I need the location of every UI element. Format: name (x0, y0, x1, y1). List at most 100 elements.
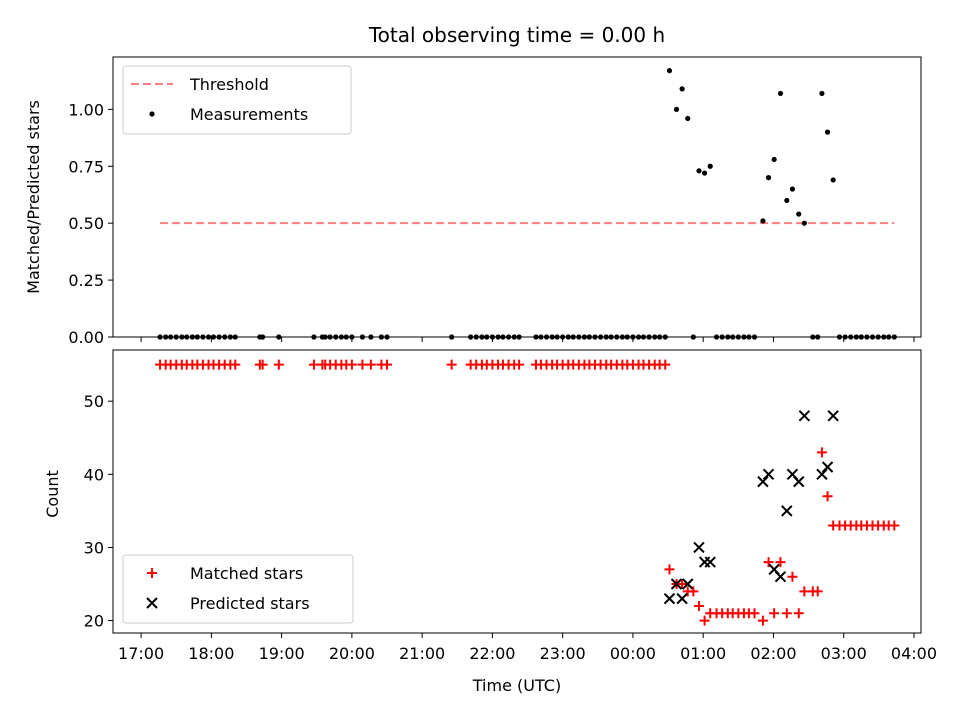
measurement-point (484, 334, 490, 340)
top-legend: Threshold Measurements (122, 65, 352, 135)
measurement-point (384, 334, 390, 340)
measurement-point (511, 334, 517, 340)
legend-matched-label: Matched stars (190, 564, 303, 583)
measurement-point (560, 334, 566, 340)
top-ytick-label: 0.25 (68, 271, 104, 290)
top-ytick-label: 0.75 (68, 157, 104, 176)
measurement-point (189, 334, 195, 340)
legend-predicted-label: Predicted stars (190, 594, 310, 613)
measurement-point (581, 334, 588, 340)
matched-star-point (699, 615, 710, 626)
measurement-point (696, 168, 702, 174)
measurement-point (505, 334, 512, 340)
measurement-point (751, 334, 758, 340)
matched-star-point (793, 608, 804, 619)
top-ytick-label: 1.00 (68, 100, 104, 119)
matched-star-point (273, 359, 284, 370)
measurement-point (624, 334, 630, 340)
measurement-point (685, 115, 691, 122)
measurement-point (679, 86, 685, 92)
bottom-xlabel: Time (UTC) (472, 676, 561, 695)
measurement-point (349, 334, 355, 340)
measurement-point (173, 334, 179, 340)
bottom-ytick-label: 40 (84, 465, 104, 484)
bottom-xtick-label: 18:00 (188, 644, 234, 663)
matched-star-point (660, 359, 671, 370)
measurement-point (662, 334, 668, 340)
measurement-point (777, 90, 784, 97)
measurement-point (707, 163, 713, 169)
measurement-point (495, 334, 501, 340)
bottom-legend: Matched stars Predicted stars (122, 554, 354, 624)
measurement-point (652, 334, 658, 340)
measurement-point (168, 334, 174, 340)
bottom-panel: 20 30 40 50 17:00 18:00 19:00 20:00 21:00 22:00 23… (84, 349, 937, 663)
measurement-point (635, 334, 642, 340)
measurement-point (881, 334, 887, 340)
measurement-point (222, 334, 228, 340)
chart-title: Total observing time = 0.00 h (368, 23, 665, 47)
measurement-point (741, 334, 747, 340)
measurement-point (619, 334, 625, 340)
measurement-point (592, 334, 598, 340)
measurement-point (500, 334, 506, 340)
measurement-point (869, 334, 876, 340)
measurement-point (378, 334, 384, 340)
bottom-xtick-label: 01:00 (680, 644, 726, 663)
legend-threshold-label: Threshold (189, 75, 269, 94)
measurement-point (157, 334, 163, 340)
matched-star-point (816, 447, 827, 458)
measurement-point (815, 334, 821, 340)
matched-star-point (365, 359, 376, 370)
predicted-star-point (774, 570, 787, 583)
legend-measurements-swatch (149, 111, 155, 117)
matched-star-point (308, 359, 319, 370)
matched-star-point (889, 520, 900, 531)
top-ylabel: Matched/Predicted stars (24, 100, 43, 294)
matched-star-point (781, 608, 792, 619)
measurement-point (824, 129, 831, 135)
bottom-xtick-label: 22:00 (469, 644, 515, 663)
measurement-point (771, 156, 777, 163)
predicted-star-point (798, 410, 811, 422)
matched-star-point (664, 564, 675, 575)
bottom-xtick-label: 04:00 (891, 644, 937, 663)
measurement-point (327, 334, 333, 340)
measurement-point (565, 334, 571, 340)
bottom-xtick-label: 20:00 (329, 644, 375, 663)
measurement-point (179, 334, 185, 340)
measurement-point (875, 334, 881, 340)
measurement-point (735, 334, 741, 340)
top-legend-box (122, 65, 352, 135)
bottom-xtick-label: 21:00 (399, 644, 445, 663)
bottom-ytick-label: 30 (84, 538, 104, 557)
measurement-point (810, 334, 816, 340)
measurement-point (719, 334, 725, 340)
matched-star-point (230, 359, 241, 370)
matched-star-point (787, 571, 798, 582)
measurement-point (227, 334, 233, 340)
measurement-point (796, 211, 802, 217)
measurement-point (322, 334, 328, 340)
measurement-point (640, 334, 647, 340)
predicted-star-point (762, 468, 775, 481)
measurement-point (533, 334, 539, 340)
predicted-star-point (670, 578, 683, 590)
measurement-point (543, 334, 550, 340)
measurement-point (205, 334, 212, 340)
predicted-star-point (793, 475, 805, 488)
measurement-point (657, 334, 663, 340)
measurement-point (468, 334, 474, 340)
predicted-star-point (682, 578, 694, 590)
matched-star-point (769, 608, 780, 619)
matched-star-point (677, 579, 688, 590)
measurement-point (603, 334, 609, 340)
bottom-xtick-label: 03:00 (821, 644, 867, 663)
measurement-point (690, 334, 696, 340)
matched-star-point (346, 359, 357, 370)
predicted-star-point (816, 468, 828, 481)
measurement-point (891, 334, 897, 340)
measurement-point (586, 334, 592, 340)
measurement-point (516, 334, 522, 340)
measurement-point (858, 334, 864, 340)
